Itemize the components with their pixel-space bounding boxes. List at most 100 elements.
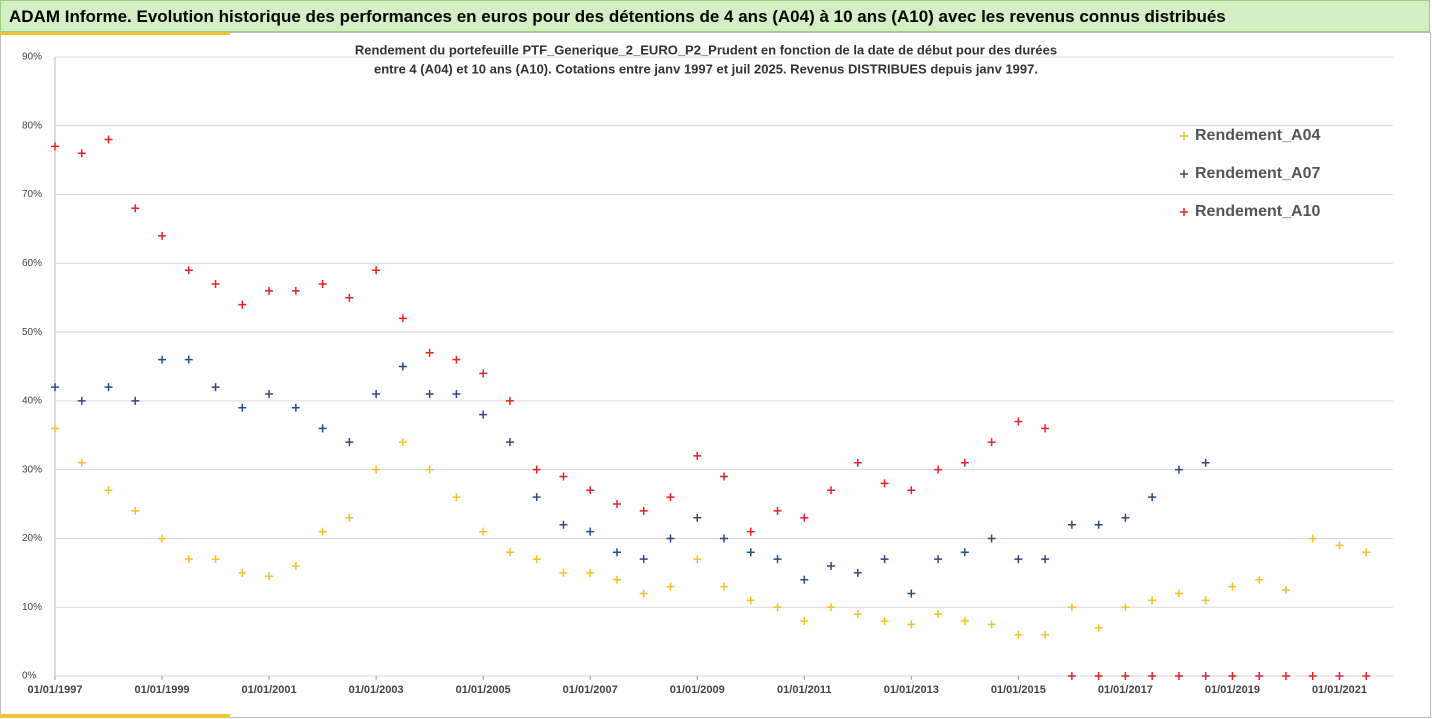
legend-marker: [1180, 208, 1188, 216]
point: [291, 286, 300, 295]
legend-label: Rendement_A07: [1195, 165, 1320, 182]
y-tick-label: 60%: [22, 258, 42, 269]
point: [987, 438, 996, 447]
point: [1041, 630, 1050, 639]
point: [1014, 417, 1023, 426]
point: [131, 506, 140, 515]
point: [880, 555, 889, 564]
point: [1281, 672, 1290, 680]
point: [184, 555, 193, 564]
point: [880, 479, 889, 488]
point: [1121, 513, 1130, 522]
point: [1121, 603, 1130, 612]
point: [265, 286, 274, 295]
point: [773, 506, 782, 515]
point: [345, 293, 354, 302]
point: [773, 555, 782, 564]
x-tick-label: 01/01/2009: [670, 684, 725, 696]
point: [907, 589, 916, 598]
point: [104, 486, 113, 495]
point: [1335, 672, 1344, 680]
point: [184, 266, 193, 275]
point: [77, 149, 86, 158]
y-tick-label: 20%: [22, 533, 42, 544]
point: [1094, 520, 1103, 529]
point: [211, 555, 220, 564]
point: [131, 396, 140, 405]
point: [532, 555, 541, 564]
y-tick-label: 0%: [22, 671, 37, 682]
point: [1201, 596, 1210, 605]
point: [666, 534, 675, 543]
point: [211, 383, 220, 392]
point: [907, 486, 916, 495]
point: [827, 561, 836, 570]
point: [746, 548, 755, 557]
point: [746, 527, 755, 536]
subtitle: Rendement du portefeuille PTF_Generique_…: [355, 42, 1057, 57]
point: [960, 548, 969, 557]
point: [425, 348, 434, 357]
point: [934, 555, 943, 564]
x-tick-label: 01/01/2007: [563, 684, 618, 696]
x-tick-label: 01/01/1997: [27, 684, 82, 696]
point: [238, 403, 247, 412]
point: [77, 458, 86, 467]
point: [773, 603, 782, 612]
point: [720, 582, 728, 591]
point: [452, 390, 461, 399]
point: [532, 493, 541, 502]
point: [934, 465, 943, 474]
point: [104, 135, 113, 144]
point: [51, 424, 59, 433]
point: [291, 403, 300, 412]
point: [1255, 672, 1264, 680]
x-tick-label: 01/01/2021: [1312, 684, 1367, 696]
point: [505, 548, 514, 557]
chart: 0% 10% 20% 30% 40% 50% 60% 70% 80% 90% 01/01/1997 0…: [0, 32, 1431, 718]
point: [452, 493, 461, 502]
point: [746, 596, 755, 605]
point: [184, 355, 193, 364]
point: [265, 390, 274, 399]
point: [318, 527, 327, 536]
point: [345, 438, 354, 447]
point: [693, 513, 702, 522]
point: [612, 548, 621, 557]
point: [639, 506, 648, 515]
x-tick-label: 01/01/2011: [777, 684, 831, 696]
point: [693, 555, 702, 564]
point: [1201, 672, 1210, 680]
point: [853, 458, 862, 467]
point: [559, 568, 568, 577]
x-tick-label: 01/01/2019: [1205, 684, 1260, 696]
point: [987, 534, 996, 543]
point: [666, 493, 675, 502]
point: [77, 396, 86, 405]
point: [318, 424, 327, 433]
point: [1335, 541, 1344, 550]
point: [800, 513, 809, 522]
point: [800, 616, 809, 625]
y-tick-label: 90%: [22, 52, 42, 63]
point: [452, 355, 461, 364]
point: [666, 582, 675, 591]
point: [1174, 465, 1183, 474]
x-tick-label: 01/01/2003: [349, 684, 404, 696]
point: [720, 534, 728, 543]
point: [559, 520, 568, 529]
point: [1041, 424, 1050, 433]
accent: [0, 32, 230, 35]
point: [987, 620, 996, 629]
point: [720, 472, 728, 481]
accent: [0, 714, 230, 718]
point: [586, 568, 595, 577]
point: [158, 355, 167, 364]
point: [907, 620, 916, 629]
point: [586, 527, 595, 536]
point: [693, 451, 702, 460]
point: [1067, 520, 1076, 529]
point: [425, 390, 434, 399]
legend-marker: [1180, 132, 1188, 140]
point: [265, 572, 274, 581]
